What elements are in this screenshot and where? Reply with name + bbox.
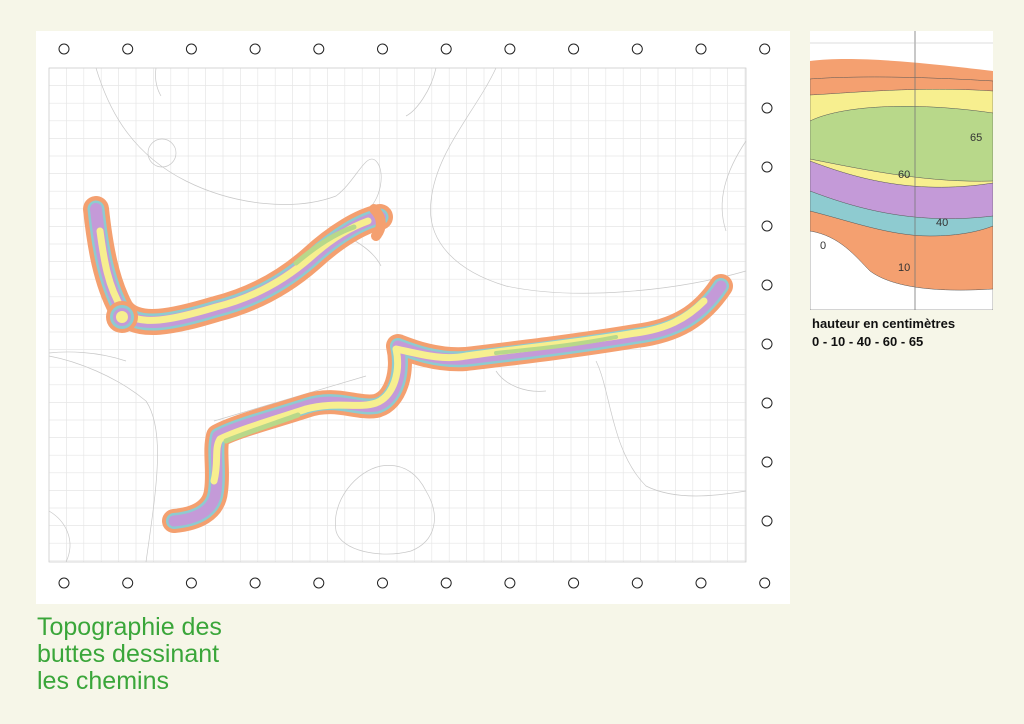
perforation-hole (313, 43, 325, 55)
perforation-hole (761, 515, 773, 527)
perforation-hole (504, 43, 516, 55)
perforation-hole (761, 338, 773, 350)
perforation-hole (249, 43, 261, 55)
perforation-hole (761, 397, 773, 409)
perforation-hole (440, 43, 452, 55)
perforation-hole (377, 43, 388, 55)
map-frame (48, 67, 747, 563)
legend-heading: hauteur en centimètres (812, 316, 956, 331)
legend-levels: 0 - 10 - 40 - 60 - 65 (812, 334, 924, 349)
label-10: 10 (898, 262, 910, 274)
perforation-hole (761, 220, 773, 232)
perforation-hole (695, 43, 707, 55)
mound-lower (162, 274, 733, 533)
title-line-3: les chemins (37, 667, 169, 695)
perforation-hole (761, 279, 773, 291)
perforation-hole (759, 577, 771, 589)
topographic-map (48, 43, 773, 589)
perforation-hole (122, 577, 134, 589)
terrain-lines (48, 67, 747, 563)
perforation-hole (568, 43, 580, 55)
perforation-hole (568, 577, 580, 589)
perforation-hole (631, 577, 643, 589)
title-line-1: Topographie des (37, 613, 222, 641)
perforation-hole (761, 456, 773, 468)
band-65 (810, 106, 993, 182)
height-profile: 65 60 40 0 10 (810, 31, 993, 310)
perforation-hole (249, 577, 261, 589)
label-65: 65 (970, 132, 982, 144)
perforation-hole (377, 577, 388, 589)
perforation-hole (185, 577, 197, 589)
perforation-hole (58, 43, 70, 55)
perforation-hole (759, 43, 771, 55)
perforation-hole (761, 102, 773, 114)
title-line-2: buttes dessinant (37, 640, 220, 668)
perforation-hole (185, 43, 197, 55)
perforation-hole (695, 577, 707, 589)
mound-upper (83, 196, 393, 335)
perforation-hole (58, 577, 70, 589)
perforation-hole (440, 577, 452, 589)
grid (48, 67, 746, 562)
perforation-holes (58, 43, 773, 589)
label-60: 60 (898, 169, 910, 181)
perforation-hole (631, 43, 643, 55)
perforation-hole (122, 43, 134, 55)
label-0: 0 (820, 240, 826, 252)
page-title: Topographie des buttes dessinant les che… (37, 614, 337, 695)
section-inset: 65 60 40 0 10 (810, 31, 993, 310)
map-sheet (36, 31, 790, 604)
perforation-hole (313, 577, 325, 589)
perforation-hole (761, 161, 773, 173)
label-40: 40 (936, 217, 948, 229)
perforation-hole (504, 577, 516, 589)
